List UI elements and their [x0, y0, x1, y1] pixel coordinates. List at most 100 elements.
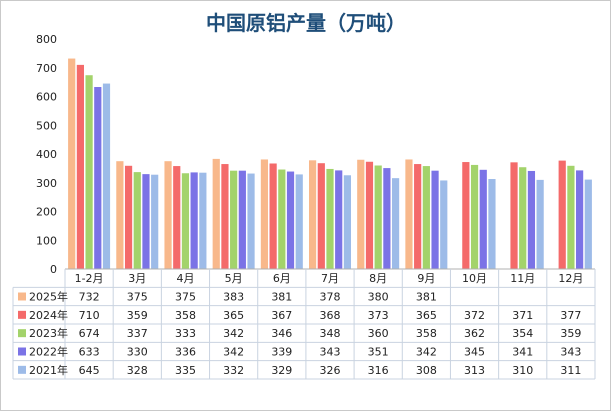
data-label: 354	[512, 327, 533, 340]
bar	[462, 162, 470, 269]
bar	[278, 169, 286, 269]
data-label: 381	[416, 291, 437, 304]
bar	[142, 174, 150, 270]
bar	[173, 166, 181, 269]
bar	[343, 175, 351, 269]
bar	[365, 161, 374, 269]
data-label: 371	[512, 309, 533, 322]
data-label: 313	[464, 364, 485, 377]
legend-label: 2022年	[29, 345, 68, 359]
data-label: 375	[127, 291, 148, 304]
data-label: 346	[271, 327, 292, 340]
bar	[76, 64, 84, 270]
bar	[414, 164, 422, 269]
data-label: 336	[175, 346, 196, 359]
y-tick-label: 700	[36, 62, 57, 75]
data-label: 328	[127, 364, 148, 377]
data-label: 365	[223, 309, 244, 322]
y-tick-label: 600	[36, 91, 57, 104]
data-label: 359	[560, 327, 581, 340]
x-tick-label: 7月	[321, 272, 339, 285]
data-label: 362	[464, 327, 485, 340]
legend-swatch	[18, 310, 26, 319]
bar	[488, 179, 496, 269]
x-tick-label: 9月	[417, 272, 435, 285]
bar	[519, 167, 527, 269]
data-table: 1-2月 3月 4月 5月 6月 7月 8月 9月 10月 11月 12月 2025年 732 375 37…	[12, 268, 596, 380]
legend-label: 2023年	[29, 326, 68, 340]
legend-label: 2025年	[29, 290, 68, 304]
y-tick-label: 800	[36, 33, 57, 46]
data-label: 332	[223, 364, 244, 377]
data-label: 368	[320, 309, 341, 322]
legend-swatch	[18, 365, 26, 374]
bar	[309, 160, 317, 269]
bar	[68, 58, 76, 269]
x-tick-label: 4月	[176, 272, 194, 285]
bar	[295, 174, 303, 269]
data-label: 329	[271, 364, 292, 377]
bar	[383, 168, 391, 269]
legend-label: 2021年	[29, 363, 68, 377]
data-label: 310	[512, 364, 533, 377]
legend-swatch	[18, 292, 26, 301]
data-label: 351	[368, 346, 389, 359]
bar	[584, 179, 592, 269]
y-tick-label: 500	[36, 119, 57, 132]
data-label: 341	[512, 346, 533, 359]
data-label: 308	[416, 364, 437, 377]
x-tick-label: 10月	[462, 272, 487, 285]
data-label: 348	[320, 327, 341, 340]
x-tick-label: 12月	[558, 272, 583, 285]
bar	[470, 164, 479, 269]
bar	[230, 170, 238, 269]
bar	[124, 165, 133, 269]
data-label: 343	[560, 346, 581, 359]
bar	[85, 75, 93, 269]
data-label: 645	[79, 364, 100, 377]
data-label: 372	[464, 309, 485, 322]
bar	[558, 160, 566, 269]
bar	[326, 168, 334, 269]
bar	[317, 163, 325, 269]
data-label: 333	[175, 327, 196, 340]
data-label: 710	[79, 309, 100, 322]
bar	[286, 171, 295, 269]
bar	[567, 165, 575, 269]
bar	[102, 83, 111, 269]
bar	[164, 161, 172, 269]
data-label: 633	[79, 346, 100, 359]
bar	[116, 161, 124, 269]
data-label: 367	[271, 309, 292, 322]
data-label: 732	[79, 291, 100, 304]
bar	[199, 172, 207, 269]
bar	[357, 159, 365, 269]
bar	[374, 165, 382, 269]
x-tick-label: 8月	[369, 272, 387, 285]
chart-title: 中国原铝产量（万吨）	[206, 11, 406, 35]
bar	[133, 172, 141, 269]
bar	[479, 169, 487, 269]
bar	[527, 170, 536, 269]
legend-label: 2024年	[29, 308, 68, 322]
data-label: 358	[416, 327, 437, 340]
legend-swatch	[18, 329, 26, 338]
bar	[151, 174, 159, 269]
y-tick-label: 300	[36, 177, 57, 190]
data-label: 377	[560, 309, 581, 322]
y-axis: 0 100 200 300 400 500 600 700 800	[36, 33, 57, 276]
data-label: 380	[368, 291, 389, 304]
data-label: 358	[175, 309, 196, 322]
data-label: 365	[416, 309, 437, 322]
data-label: 342	[416, 346, 437, 359]
bar	[269, 163, 277, 269]
bar	[510, 162, 518, 269]
data-label: 342	[223, 346, 244, 359]
bar	[190, 172, 198, 269]
bar	[431, 170, 439, 269]
data-label: 343	[320, 346, 341, 359]
data-label: 360	[368, 327, 389, 340]
data-label: 378	[320, 291, 341, 304]
